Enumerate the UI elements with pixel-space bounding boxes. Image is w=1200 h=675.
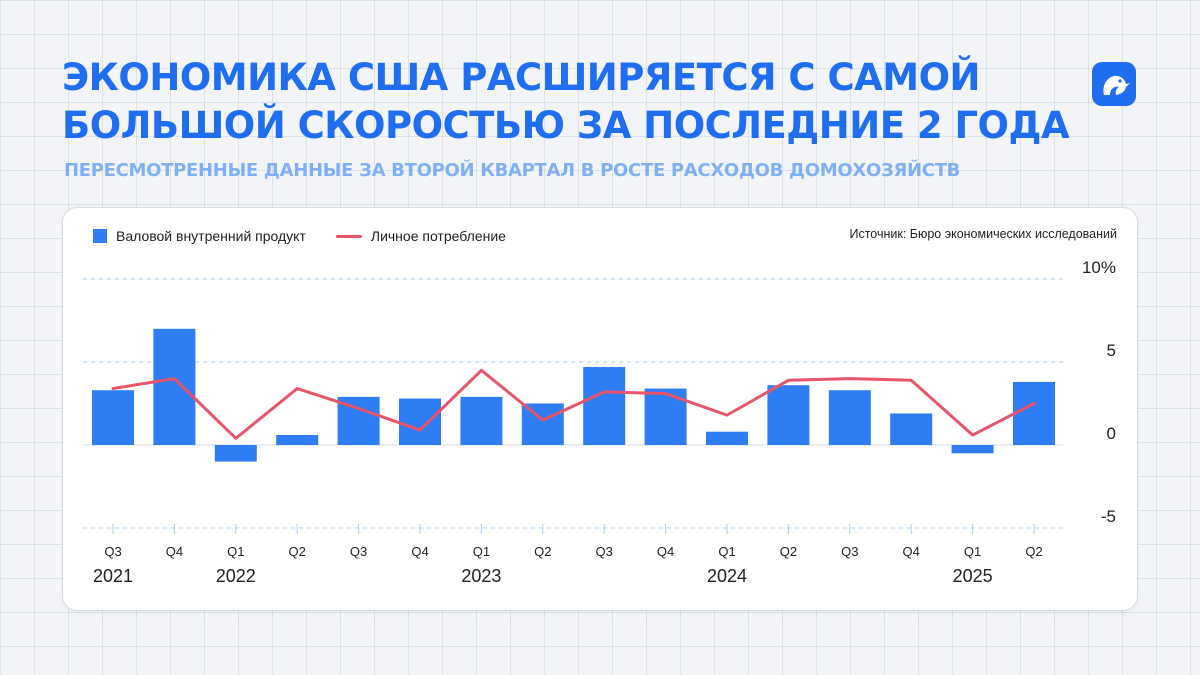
legend-gdp-label: Валовой внутренний продукт [116,228,306,244]
chart-plot: 10% 5 0 -5 Q3 Q4 Q1 Q2 Q3 Q4 Q1 Q2 Q3 Q4 Q1 Q2 Q3 Q4 Q1 Q2 2… [83,258,1116,586]
year-label: 2025 [953,566,993,586]
x-tick-label: Q1 [718,544,735,559]
x-tick-label: Q3 [841,544,858,559]
legend-consumption-label: Личное потребление [370,228,506,244]
x-tick-label: Q2 [780,544,797,559]
gdp-bar [460,396,503,445]
gdp-bar [583,366,626,445]
gdp-bar [399,398,441,445]
gdp-bar [644,388,687,445]
gdp-bar [276,435,319,445]
x-tick-label: Q4 [166,544,183,559]
year-label: 2021 [93,566,133,586]
chart-legend: Валовой внутренний продукт Личное потреб… [93,226,536,246]
page-subtitle: Пересмотренные данные за второй квартал … [64,160,961,181]
gdp-bar [153,328,196,445]
y-tick-label: 0 [1107,424,1116,443]
x-tick-label: Q2 [1025,544,1042,559]
x-tick-label: Q3 [104,544,121,559]
consumption-swatch [335,234,362,238]
x-tick-label: Q3 [350,544,367,559]
gdp-bar [214,445,257,462]
source-note: Источник: Бюро экономических исследовани… [849,227,1117,241]
x-tick-label: Q3 [596,544,613,559]
y-tick-label: 10% [1082,258,1116,277]
gdp-swatch [93,229,107,243]
x-tick-label: Q2 [534,544,551,559]
x-tick-label: Q1 [473,544,490,559]
gdp-bar [767,385,810,445]
gdp-bar [951,445,994,454]
gdp-bar [828,390,871,445]
y-tick-label: -5 [1101,507,1116,526]
year-label: 2024 [707,566,747,586]
gdp-bar [1013,381,1055,445]
gdp-bar [706,431,748,445]
consumption-line [111,368,1036,440]
x-tick-label: Q2 [289,544,306,559]
y-tick-label: 5 [1107,341,1116,360]
legend-item-consumption: Личное потребление [335,228,506,244]
x-tick-label: Q1 [964,544,981,559]
year-label: 2023 [461,566,501,586]
year-label: 2022 [216,566,256,586]
x-tick-label: Q4 [657,544,674,559]
bird-logo-icon [1092,62,1136,106]
legend-item-gdp: Валовой внутренний продукт [93,228,306,244]
x-tick-label: Q4 [903,544,920,559]
chart-card: Валовой внутренний продукт Личное потреб… [63,208,1137,610]
x-tick-label: Q1 [227,544,244,559]
page-title: Экономика США расширяется с самой большо… [62,56,1070,147]
gdp-bar [890,413,933,445]
gdp-bar [92,390,134,445]
x-tick-label: Q4 [411,544,428,559]
